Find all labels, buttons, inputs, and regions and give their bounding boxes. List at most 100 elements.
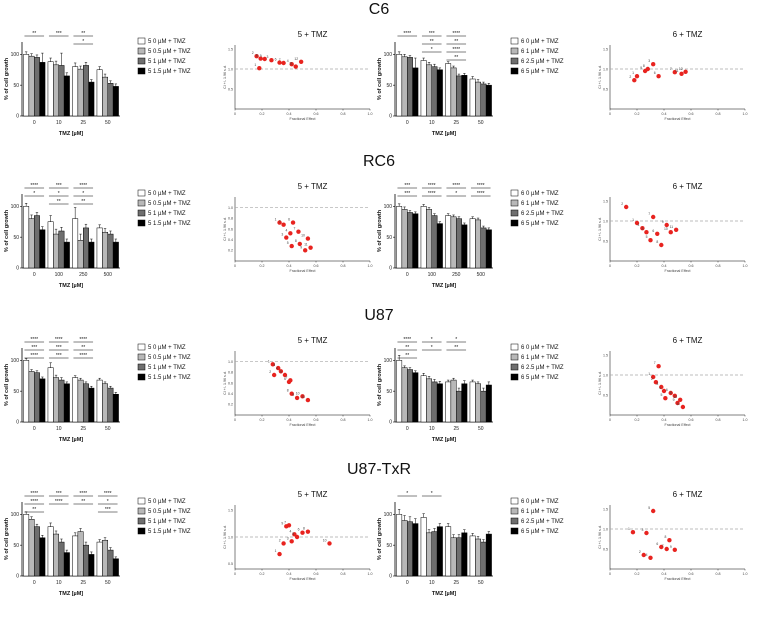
- bar-right-category-label: 0: [406, 426, 409, 432]
- ci-right-xlabel: Fractional Effect: [665, 117, 691, 121]
- bar-left-bar: [112, 394, 119, 423]
- ci-right-point: [655, 231, 660, 236]
- ci-left-point-label: 4: [285, 228, 287, 232]
- bar-left-ylabel: % of cell growth: [4, 517, 10, 560]
- bar-right-category-label: 10: [429, 426, 435, 432]
- ci-right-xtick-label: 0.2: [635, 418, 640, 422]
- ci-right-point-label: 7: [648, 212, 650, 216]
- ci-left-xlabel: Fractional Effect: [290, 117, 316, 121]
- ci-right-point-label: 8: [670, 391, 672, 395]
- ci-right-xtick-label: 0.8: [716, 418, 721, 422]
- ci-left-point-label: 7: [279, 58, 281, 62]
- bar-right-bar: [456, 390, 462, 423]
- ci-left-point-label: 7: [284, 520, 286, 524]
- ci-left-point: [296, 229, 301, 234]
- ci-left-point-label: 4: [287, 59, 289, 63]
- bar-left-legend-label: 5 1 µM + TMZ: [148, 519, 186, 525]
- ci-right-title: 6 + TMZ: [673, 182, 703, 191]
- bar-left-sig-label: ****: [30, 499, 38, 505]
- bar-right-sig-label: ***: [404, 183, 410, 189]
- row-title: RC6: [363, 153, 395, 170]
- ci-right-point: [680, 404, 686, 410]
- bar-left-sig-label: **: [81, 345, 85, 351]
- ci-right-point: [634, 220, 640, 226]
- bar-left-category-label: 25: [80, 120, 86, 126]
- ci-left-xtick-label: 0.6: [314, 264, 319, 268]
- ci-left-point-label: 3: [287, 536, 289, 540]
- ci-right-point-label: 3: [656, 382, 658, 386]
- bar-left-bar: [88, 387, 95, 423]
- bar-right-legend-swatch: [510, 209, 519, 217]
- bar-left-sig-label: ***: [56, 183, 62, 189]
- ci-right-xtick-label: 0.6: [689, 112, 694, 116]
- ci-right-point: [656, 364, 661, 369]
- bar-right-bar: [480, 227, 487, 269]
- ci-right-point: [648, 238, 653, 243]
- bar-left-legend-swatch: [137, 353, 146, 361]
- ci-right-xtick-label: 0.6: [689, 264, 694, 268]
- bar-left-sig-label: ****: [79, 491, 87, 497]
- bar-left-sig-label: *: [58, 191, 60, 197]
- bar-left-bar: [23, 54, 30, 117]
- bar-right-ylabel: % of cell growth: [377, 209, 383, 252]
- bar-left-legend-label: 5 1 µM + TMZ: [148, 365, 186, 371]
- ci-left-ylabel: CI +/- 1.96 s.d.: [223, 65, 227, 89]
- ci-left-xtick-label: 0.8: [341, 572, 346, 576]
- ci-right-point-label: 8: [643, 64, 645, 68]
- ci-left-point: [298, 59, 304, 64]
- bar-right-category-label: 250: [452, 272, 461, 278]
- bar-right-ytick-label: 100: [384, 358, 393, 364]
- ci-left-xtick-label: 0.4: [287, 572, 292, 576]
- bar-right-legend-swatch: [510, 37, 519, 45]
- bar-right-category-label: 25: [453, 580, 459, 586]
- bar-left-legend-label: 5 0 µM + TMZ: [148, 39, 186, 45]
- bar-left-category-label: 250: [79, 272, 88, 278]
- ci-right-point: [644, 230, 649, 235]
- bar-right-sig-label: **: [405, 353, 409, 359]
- bar-right-bar: [445, 381, 452, 423]
- ci-left-point: [282, 372, 288, 378]
- ci-left-point-label: 6: [288, 218, 290, 222]
- bar-left-ytick-label: 100: [11, 52, 20, 58]
- bar-right-bar: [469, 78, 476, 117]
- bar-right-bar: [475, 81, 482, 117]
- bar-right-category-label: 10: [429, 120, 435, 126]
- bar-right-sig-label: **: [405, 345, 409, 351]
- bar-left-bar: [47, 526, 54, 577]
- bar-left-bar: [39, 537, 46, 577]
- bar-right-ylabel: % of cell growth: [377, 57, 383, 100]
- bar-left-bar: [34, 215, 40, 269]
- bar-right-bar: [426, 378, 433, 423]
- ci-right-xtick-label: 0.8: [716, 112, 721, 116]
- bar-left-bar: [77, 531, 84, 577]
- bar-left-sig-label: **: [81, 31, 85, 37]
- ci-left-ytick-label: 1.0: [228, 206, 233, 210]
- ci-right-point-label: 1: [632, 218, 634, 222]
- bar-left-sig-label: ***: [105, 507, 111, 513]
- bar-left-sig-label: ****: [30, 337, 38, 343]
- bar-left-bar: [96, 227, 103, 269]
- ci-right-point-label: 4: [659, 386, 661, 390]
- ci-left-point: [284, 235, 289, 240]
- ci-right-point: [667, 538, 672, 543]
- bar-left-bar: [63, 75, 70, 117]
- ci-right-point: [659, 384, 664, 390]
- bar-left-legend-label: 5 1.5 µM + TMZ: [148, 529, 191, 535]
- bar-right-bar: [401, 56, 408, 117]
- ci-left-title: 5 + TMZ: [298, 490, 328, 499]
- bar-left-ytick-label: 50: [13, 83, 19, 89]
- bar-right-sig-label: *: [431, 47, 433, 53]
- ci-right-xtick-label: 1.0: [743, 264, 748, 268]
- bar-right-ytick-label: 100: [384, 512, 393, 518]
- bar-right-sig-label: **: [454, 39, 458, 45]
- ci-left-ylabel: CI +/- 1.96 s.d.: [223, 525, 227, 549]
- bar-left-bar: [107, 83, 114, 117]
- bar-left-bar: [88, 241, 95, 269]
- bar-right-legend-label: 6 0 µM + TMZ: [521, 39, 559, 45]
- ci-right-ytick-label: 0.5: [603, 87, 608, 91]
- bar-right-sig-label: *: [431, 345, 433, 351]
- bar-left-bar: [23, 206, 30, 269]
- ci-right-point-label: 10: [664, 227, 668, 231]
